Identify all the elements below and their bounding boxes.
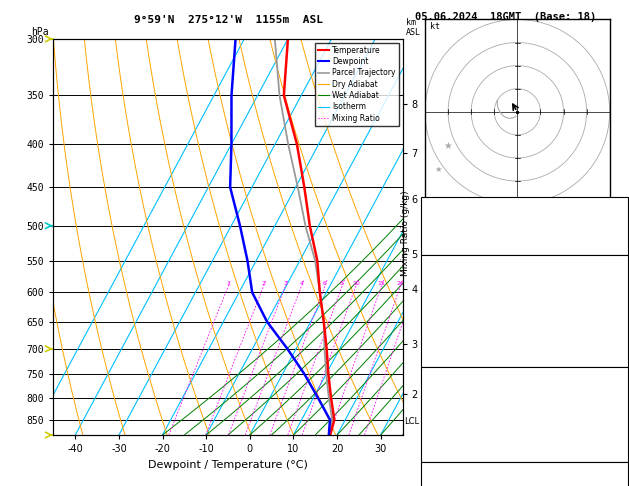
Text: CAPE (J): CAPE (J) xyxy=(425,335,472,345)
Legend: Temperature, Dewpoint, Parcel Trajectory, Dry Adiabat, Wet Adiabat, Isotherm, Mi: Temperature, Dewpoint, Parcel Trajectory… xyxy=(314,43,399,125)
Text: 1: 1 xyxy=(618,320,624,330)
Text: Most Unstable: Most Unstable xyxy=(486,371,562,381)
Text: 26: 26 xyxy=(612,335,624,345)
Text: 18.1: 18.1 xyxy=(601,290,624,300)
Text: 3: 3 xyxy=(283,281,287,286)
Text: hPa: hPa xyxy=(31,27,48,37)
Text: 4: 4 xyxy=(299,281,303,286)
Text: Totals Totals: Totals Totals xyxy=(425,219,501,229)
Text: 345: 345 xyxy=(606,305,624,315)
Text: Mixing Ratio (g/kg): Mixing Ratio (g/kg) xyxy=(401,191,410,276)
Text: 2: 2 xyxy=(262,281,265,286)
Text: 6: 6 xyxy=(323,281,327,286)
Text: CIN (J): CIN (J) xyxy=(425,447,466,457)
Text: Surface: Surface xyxy=(503,259,545,269)
Text: 886: 886 xyxy=(606,387,624,397)
Text: θᴇ(K): θᴇ(K) xyxy=(425,305,454,315)
Text: 41: 41 xyxy=(612,219,624,229)
X-axis label: Dewpoint / Temperature (°C): Dewpoint / Temperature (°C) xyxy=(148,460,308,469)
Text: Hodograph: Hodograph xyxy=(498,466,550,476)
Text: 18.4: 18.4 xyxy=(601,275,624,285)
Text: EH: EH xyxy=(425,482,437,486)
Text: 8: 8 xyxy=(340,281,344,286)
Text: 05.06.2024  18GMT  (Base: 18): 05.06.2024 18GMT (Base: 18) xyxy=(415,12,596,22)
Text: -0: -0 xyxy=(612,482,624,486)
Bar xyxy=(421,197,628,255)
Text: Pressure (mb): Pressure (mb) xyxy=(425,387,501,397)
Text: km
ASL: km ASL xyxy=(406,18,421,37)
Text: 50: 50 xyxy=(612,350,624,360)
Text: θᴇ (K): θᴇ (K) xyxy=(425,402,460,412)
Text: 10: 10 xyxy=(352,281,360,286)
Text: 50: 50 xyxy=(612,447,624,457)
Text: 26: 26 xyxy=(612,432,624,442)
Text: LCL: LCL xyxy=(404,417,419,426)
Text: 34: 34 xyxy=(612,201,624,211)
Text: Lifted Index: Lifted Index xyxy=(425,320,496,330)
Text: 15: 15 xyxy=(377,281,386,286)
Text: 9°59'N  275°12'W  1155m  ASL: 9°59'N 275°12'W 1155m ASL xyxy=(133,15,323,25)
Text: CIN (J): CIN (J) xyxy=(425,350,466,360)
Text: Dewp (°C): Dewp (°C) xyxy=(425,290,478,300)
Text: CAPE (J): CAPE (J) xyxy=(425,432,472,442)
Text: Temp (°C): Temp (°C) xyxy=(425,275,478,285)
Bar xyxy=(421,255,628,367)
Text: PW (cm): PW (cm) xyxy=(425,237,466,247)
Text: Lifted Index: Lifted Index xyxy=(425,417,496,427)
Bar xyxy=(421,462,628,486)
Text: 4: 4 xyxy=(618,237,624,247)
Text: ★: ★ xyxy=(443,141,452,151)
Text: kt: kt xyxy=(430,22,440,31)
Text: ★: ★ xyxy=(434,165,442,174)
Bar xyxy=(421,367,628,462)
Text: 345: 345 xyxy=(606,402,624,412)
Text: 1: 1 xyxy=(618,417,624,427)
Text: 1: 1 xyxy=(226,281,230,286)
Text: 20: 20 xyxy=(396,281,404,286)
Text: K: K xyxy=(425,201,431,211)
